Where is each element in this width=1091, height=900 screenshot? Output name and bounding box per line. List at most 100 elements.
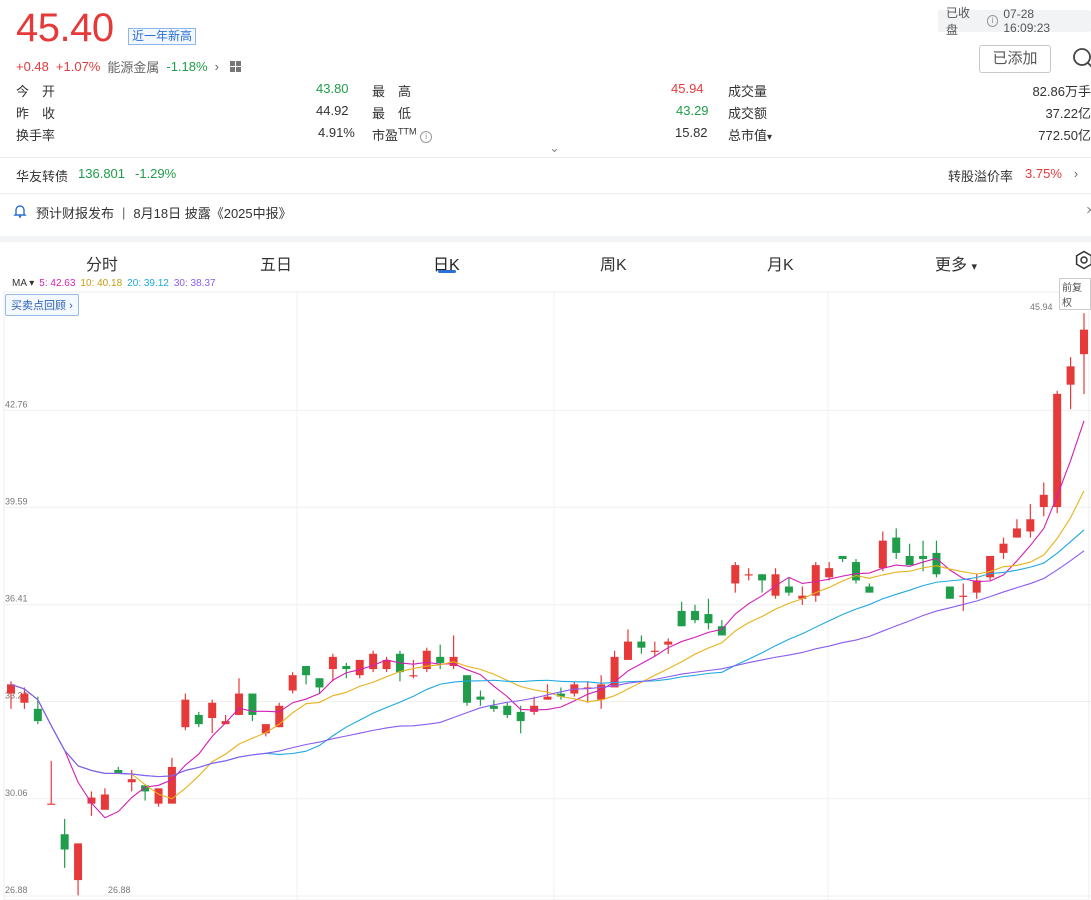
- candle-body: [422, 650, 431, 670]
- candle-body: [597, 684, 606, 700]
- price-change-pct: +1.07%: [55, 59, 101, 74]
- high-value: 45.94: [671, 81, 704, 96]
- candle-body: [342, 666, 351, 670]
- candle-body: [623, 641, 632, 660]
- candle-body: [744, 574, 753, 576]
- y-tick-label: 26.88: [5, 885, 28, 895]
- expand-chevron-icon[interactable]: ⌄: [549, 140, 560, 155]
- candle-body: [972, 580, 981, 593]
- notice-separator: |: [122, 205, 126, 220]
- y-tick-label: 36.41: [5, 594, 28, 604]
- candle-body: [717, 626, 726, 636]
- candle-body: [7, 684, 15, 694]
- ma10-label: 10:: [80, 278, 95, 289]
- candle-body: [1080, 329, 1088, 355]
- candle-body: [315, 678, 324, 688]
- candle-body: [47, 803, 56, 805]
- candle-body: [892, 537, 901, 553]
- candle-body: [355, 659, 364, 676]
- chart-frame: [3, 291, 1090, 900]
- kline-chart[interactable]: 42.76 39.59 36.41 33.24 30.06 26.88 45.94 26.88: [0, 276, 1091, 900]
- prev-close-value: 44.92: [316, 103, 349, 118]
- chart-tab-bar: 分时 五日 日K 周K 月K 更多 ▾: [0, 236, 1091, 276]
- candle-body: [1066, 366, 1075, 385]
- tab-intraday[interactable]: 分时: [86, 257, 119, 274]
- candle-body: [1053, 393, 1062, 508]
- amount-label: 成交额: [728, 106, 768, 121]
- candle-body: [489, 705, 498, 709]
- candle-body: [986, 555, 995, 578]
- pe-label: 市盈: [372, 128, 399, 143]
- candle-body: [637, 641, 646, 648]
- low-label: 最 低: [372, 106, 412, 121]
- candle-body: [530, 705, 539, 712]
- premium-value: 3.75%: [1025, 166, 1062, 181]
- trade-replay-arrow-icon: ›: [69, 300, 73, 312]
- candle-body: [476, 696, 485, 700]
- low-price-label: 26.88: [108, 885, 131, 895]
- notice-close-icon[interactable]: ×: [1086, 202, 1091, 219]
- trade-replay-button[interactable]: 买卖点回顾 ›: [5, 294, 79, 316]
- candle-body: [650, 650, 659, 652]
- ma30-value: 38.37: [190, 278, 216, 289]
- candle-body: [302, 666, 311, 676]
- year-high-badge: 近一年新高: [128, 28, 197, 45]
- tab-daily-k[interactable]: 日K: [433, 257, 460, 274]
- y-tick-label: 39.59: [5, 496, 28, 506]
- open-value: 43.80: [316, 81, 349, 96]
- candle-body: [865, 586, 874, 593]
- info-icon[interactable]: i: [986, 15, 999, 27]
- candle-body: [798, 595, 807, 599]
- stats-row-3: 换手率 4.91% 市盈TTM i 15.82 总市值▾ 772.50亿: [0, 125, 1091, 145]
- candle-body: [87, 797, 96, 804]
- ma5-label: 5:: [39, 278, 48, 289]
- grid-icon[interactable]: [229, 61, 241, 72]
- candle-body: [328, 656, 337, 670]
- settings-gear-icon[interactable]: [1074, 250, 1091, 275]
- search-icon[interactable]: [1068, 44, 1091, 74]
- premium-arrow-icon[interactable]: ›: [1073, 166, 1079, 181]
- candle-body: [919, 555, 928, 559]
- candle-body: [932, 552, 941, 575]
- change-row: +0.48 +1.07% 能源金属 -1.18% ›: [16, 57, 241, 76]
- ma20-value: 39.12: [143, 278, 169, 289]
- candle-body: [235, 693, 244, 715]
- ma5-line: [10, 420, 1085, 819]
- earnings-notice[interactable]: 预计财报发布 | 8月18日 披露《2025中报》: [12, 203, 292, 222]
- candle-body: [516, 711, 525, 722]
- tab-weekly-k[interactable]: 周K: [600, 257, 627, 274]
- candle-body: [436, 656, 445, 663]
- pe-info-icon[interactable]: i: [420, 130, 433, 143]
- market-status: 已收盘: [946, 6, 971, 37]
- ma30-text: 30: 38.37: [174, 278, 216, 289]
- ma10-text: 10: 40.18: [80, 278, 122, 289]
- candle-body: [583, 687, 592, 689]
- tab-five-day[interactable]: 五日: [260, 257, 293, 274]
- market-cap-label-group[interactable]: 总市值▾: [728, 125, 772, 144]
- notice-text: 8月18日 披露《2025中报》: [133, 206, 292, 221]
- sector-arrow-icon[interactable]: ›: [214, 59, 219, 74]
- market-cap-caret-icon: ▾: [767, 132, 773, 143]
- ma30-label: 30:: [173, 278, 188, 289]
- tab-monthly-k[interactable]: 月K: [767, 257, 794, 274]
- forward-adjust-label[interactable]: 前复权: [1059, 278, 1091, 310]
- candle-body: [181, 699, 190, 728]
- tab-more[interactable]: 更多 ▾: [935, 251, 977, 275]
- candle-body: [1012, 528, 1021, 538]
- sector-link[interactable]: 能源金属: [107, 60, 160, 75]
- trade-replay-label: 买卖点回顾: [11, 300, 66, 312]
- candle-body: [503, 705, 512, 715]
- candle-body: [248, 693, 257, 715]
- premium-row[interactable]: 转股溢价率 3.75% ›: [948, 166, 1078, 185]
- candle-body: [60, 834, 69, 850]
- candle-body: [20, 693, 29, 703]
- bond-name: 华友转债: [16, 169, 69, 184]
- added-watchlist-button[interactable]: 已添加: [979, 45, 1051, 73]
- candle-body: [556, 693, 565, 697]
- convertible-bond-row[interactable]: 华友转债 136.801 -1.29%: [16, 166, 176, 185]
- high-label: 最 高: [372, 84, 412, 99]
- ma-selector[interactable]: MA ▾: [12, 278, 34, 289]
- candle-body: [691, 610, 700, 621]
- candle-body: [825, 568, 834, 578]
- premium-label: 转股溢价率: [948, 169, 1014, 184]
